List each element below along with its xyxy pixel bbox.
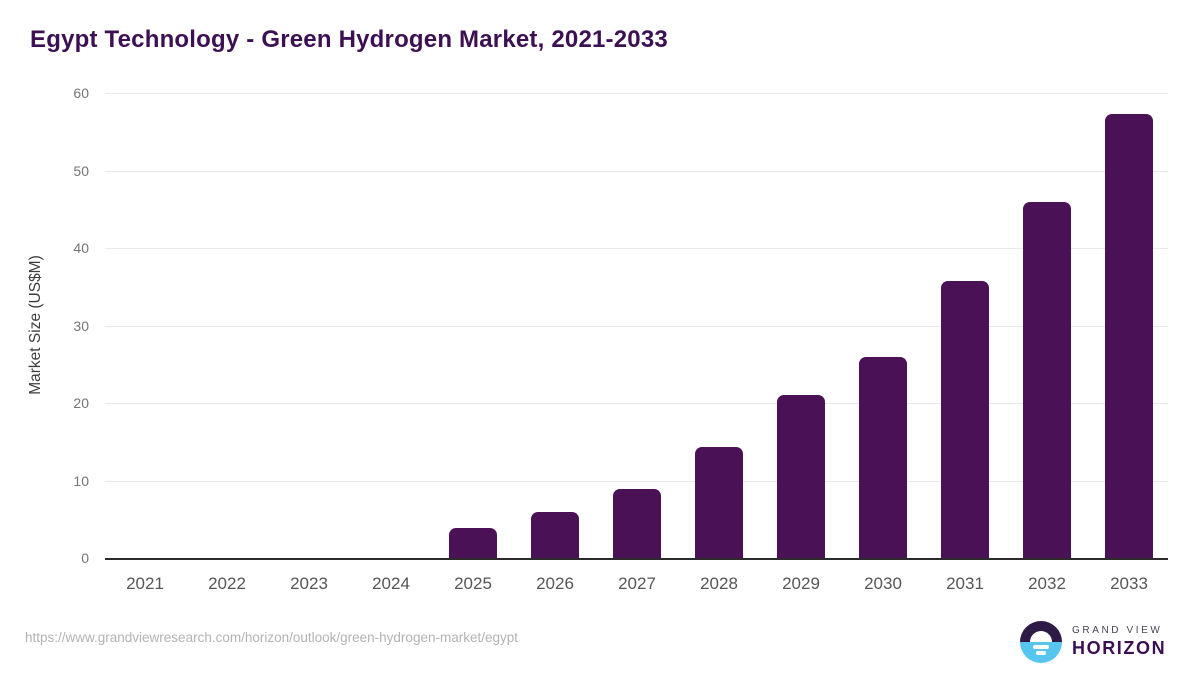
bar-2027 xyxy=(613,489,661,558)
sun-shape xyxy=(1030,631,1052,642)
x-tick-label: 2025 xyxy=(454,574,492,593)
gridline-y-50 xyxy=(105,170,1168,172)
bar-2033 xyxy=(1105,113,1153,558)
gridline-y-40 xyxy=(105,248,1168,249)
x-tick-label: 2030 xyxy=(864,574,902,593)
x-tick-label: 2032 xyxy=(1028,574,1066,593)
y-tick-label: 30 xyxy=(73,317,89,334)
bar-2031 xyxy=(941,281,989,558)
y-tick-label: 20 xyxy=(73,395,89,411)
bar-2028 xyxy=(695,447,743,558)
x-tick-label: 2023 xyxy=(290,574,328,593)
bar-2026 xyxy=(531,511,579,558)
x-tick-label: 2024 xyxy=(372,574,410,593)
bar-2029 xyxy=(777,395,825,558)
source-url-text: https://www.grandviewresearch.com/horizo… xyxy=(25,630,518,645)
x-tick-label: 2028 xyxy=(700,574,738,593)
y-tick-label: 0 xyxy=(81,550,89,566)
x-tick-label: 2021 xyxy=(126,574,164,593)
gridline-y-20 xyxy=(105,403,1168,404)
chart-title: Egypt Technology - Green Hydrogen Market… xyxy=(30,26,668,53)
sun-reflection-line xyxy=(1036,651,1046,655)
logo-brand-line1: GRAND VIEW xyxy=(1072,625,1163,636)
bar-2032 xyxy=(1023,201,1071,558)
logo-wordmark: GRAND VIEW HORIZON xyxy=(1072,625,1166,659)
x-tick-label: 2033 xyxy=(1110,574,1148,593)
sun-reflection-line xyxy=(1033,645,1049,649)
x-axis-line xyxy=(105,558,1168,560)
y-tick-label: 10 xyxy=(73,472,89,489)
bar-2030 xyxy=(859,357,907,558)
y-tick-label: 60 xyxy=(73,85,89,101)
bar-2025 xyxy=(449,527,497,558)
x-tick-label: 2027 xyxy=(618,574,656,593)
y-tick-label: 50 xyxy=(73,162,89,179)
x-tick-label: 2026 xyxy=(536,574,574,593)
gridline-y-60 xyxy=(105,93,1168,94)
x-tick-label: 2022 xyxy=(208,574,246,593)
y-tick-label: 40 xyxy=(73,240,89,256)
logo-brand-line2: HORIZON xyxy=(1072,638,1167,658)
x-tick-label: 2029 xyxy=(782,574,820,593)
x-tick-label: 2031 xyxy=(946,574,984,593)
gridline-y-30 xyxy=(105,325,1168,327)
gridline-y-10 xyxy=(105,480,1168,482)
grand-view-horizon-logo: GRAND VIEW HORIZON xyxy=(1020,621,1166,663)
horizon-sun-icon xyxy=(1020,621,1062,663)
